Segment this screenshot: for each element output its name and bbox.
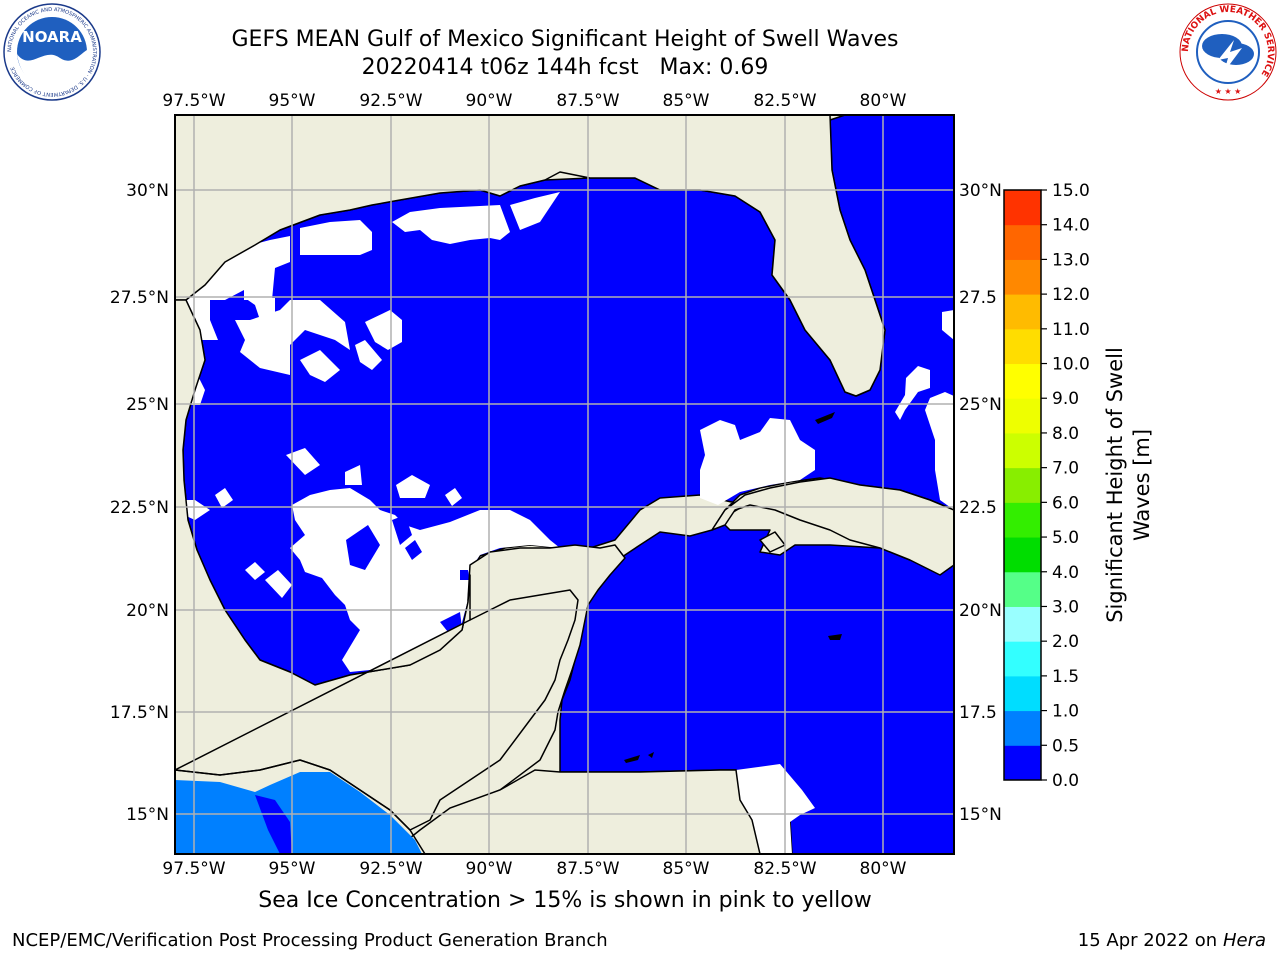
colorbar-tick-label: 8.0 xyxy=(1052,424,1079,444)
colorbar-tick-label: 10.0 xyxy=(1052,355,1090,375)
colorbar-frame xyxy=(1003,189,1042,781)
colorbar-tick-label: 1.0 xyxy=(1052,702,1079,722)
lat-tick-right: 22.5 xyxy=(959,498,997,518)
colorbar-tick-label: 6.0 xyxy=(1052,493,1079,513)
lon-tick-bottom: 80°W xyxy=(860,859,907,879)
colorbar-tick-label: 1.5 xyxy=(1052,667,1079,687)
colorbar-segment xyxy=(1004,398,1041,434)
lat-tick-left: 20°N xyxy=(126,601,169,621)
colorbar: 0.0 0.5 1.0 1.5 2.0 3.0 4.0 5.0 6.0 7.0 8.0 9.0 10.0… xyxy=(1003,181,1090,791)
svg-text:★ ★ ★: ★ ★ ★ xyxy=(1215,87,1242,96)
lon-tick-bottom: 92.5°W xyxy=(359,859,422,879)
colorbar-segment xyxy=(1004,328,1041,365)
colorbar-tick-label: 3.0 xyxy=(1052,597,1079,617)
lon-tick-top: 92.5°W xyxy=(359,91,422,111)
colorbar-tick-label: 15.0 xyxy=(1052,181,1090,201)
colorbar-segment xyxy=(1004,537,1041,573)
colorbar-segment xyxy=(1004,224,1041,260)
colorbar-segment xyxy=(1004,675,1041,712)
colorbar-segment xyxy=(1004,259,1041,295)
colorbar-tick-label: 14.0 xyxy=(1052,216,1090,236)
colorbar-segment xyxy=(1004,641,1041,677)
lon-tick-bottom: 95°W xyxy=(269,859,316,879)
lon-tick-bottom: 82.5°W xyxy=(753,859,816,879)
colorbar-tick-label: 5.0 xyxy=(1052,528,1079,548)
footer-date-text: 15 Apr 2022 on xyxy=(1077,930,1223,951)
lat-tick-left: 30°N xyxy=(126,181,169,201)
colorbar-label-line-1: Significant Height of Swell xyxy=(1103,347,1127,623)
colorbar-tick-label: 13.0 xyxy=(1052,250,1090,270)
lat-tick-right: 30°N xyxy=(959,181,1002,201)
map-frame xyxy=(174,114,955,855)
lat-tick-right: 27.5 xyxy=(959,288,997,308)
lon-tick-top: 90°W xyxy=(466,91,513,111)
colorbar-tick-label: 2.0 xyxy=(1052,632,1079,652)
lon-tick-top: 95°W xyxy=(269,91,316,111)
map-title: GEFS MEAN Gulf of Mexico Significant Hei… xyxy=(180,26,950,82)
colorbar-segment xyxy=(1004,190,1041,226)
colorbar-segment xyxy=(1004,571,1041,607)
footer-branch: NCEP/EMC/Verification Post Processing Pr… xyxy=(12,930,608,951)
lat-tick-right: 20°N xyxy=(959,601,1002,621)
lon-tick-top: 85°W xyxy=(663,91,710,111)
lat-tick-right: 15°N xyxy=(959,805,1002,825)
colorbar-tick-label: 0.0 xyxy=(1052,771,1079,791)
colorbar-segment xyxy=(1004,294,1041,330)
footer-date: 15 Apr 2022 on Hera xyxy=(1078,930,1266,951)
sea-ice-caption: Sea Ice Concentration > 15% is shown in … xyxy=(258,888,872,913)
lon-tick-top: 80°W xyxy=(860,91,907,111)
lat-tick-left: 17.5°N xyxy=(110,703,169,723)
colorbar-tick-label: 7.0 xyxy=(1052,459,1079,479)
colorbar-label-line-2: Waves [m] xyxy=(1130,429,1154,541)
lon-tick-bottom: 90°W xyxy=(466,859,513,879)
pacific-swell xyxy=(175,772,422,854)
colorbar-segment xyxy=(1004,467,1041,503)
colorbar-segment xyxy=(1004,710,1041,746)
lon-tick-bottom: 87.5°W xyxy=(556,859,619,879)
colorbar-segment xyxy=(1004,432,1041,469)
title-line-2: 20220414 t06z 144h fcst Max: 0.69 xyxy=(361,55,769,80)
colorbar-tick-label: 9.0 xyxy=(1052,389,1079,409)
colorbar-segment xyxy=(1004,606,1041,642)
colorbar-tick-label: 12.0 xyxy=(1052,285,1090,305)
lat-tick-left: 25°N xyxy=(126,395,169,415)
map-gridlines xyxy=(175,115,954,854)
lat-tick-left: 22.5°N xyxy=(110,498,169,518)
colorbar-tick-label: 11.0 xyxy=(1052,320,1090,340)
colorbar-tick-label: 0.5 xyxy=(1052,736,1079,756)
colorbar-segment xyxy=(1004,363,1041,399)
noaa-logo-icon: NATIONAL OCEANIC AND ATMOSPHERIC ADMINIS… xyxy=(3,3,101,101)
lat-tick-right: 17.5 xyxy=(959,703,997,723)
colorbar-segment xyxy=(1004,502,1041,538)
lon-tick-bottom: 97.5°W xyxy=(162,859,225,879)
lat-tick-right: 25°N xyxy=(959,395,1002,415)
colorbar-segment xyxy=(1004,745,1041,781)
lon-tick-top: 97.5°W xyxy=(162,91,225,111)
footer-machine: Hera xyxy=(1222,930,1266,951)
nws-logo-icon: NATIONAL WEATHER SERVICE ★ ★ ★ xyxy=(1179,3,1277,101)
title-line-1: GEFS MEAN Gulf of Mexico Significant Hei… xyxy=(231,27,899,52)
lat-tick-left: 27.5°N xyxy=(110,288,169,308)
lon-tick-bottom: 85°W xyxy=(663,859,710,879)
lat-tick-left: 15°N xyxy=(126,805,169,825)
colorbar-tick-label: 4.0 xyxy=(1052,563,1079,583)
svg-text:NOARA: NOARA xyxy=(22,28,82,46)
lon-tick-top: 87.5°W xyxy=(556,91,619,111)
lon-tick-top: 82.5°W xyxy=(753,91,816,111)
